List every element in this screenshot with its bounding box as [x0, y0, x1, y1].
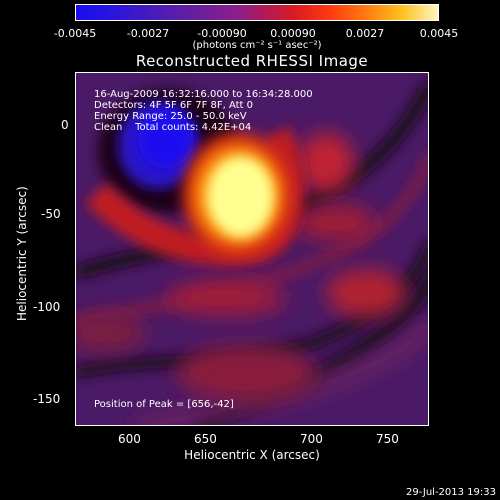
emission-blob [76, 313, 146, 353]
y-tick-label: -100 [33, 300, 61, 314]
colorbar-tick-label: -0.0027 [126, 27, 170, 40]
red-ring [76, 151, 428, 329]
peak-core [209, 157, 273, 237]
colorbar-unit-label: (photons cm⁻² s⁻¹ asec⁻²) [192, 40, 322, 51]
dark-ring [76, 241, 428, 379]
y-tick-label: -50 [41, 207, 61, 221]
colorbar-tick-label: -0.00090 [197, 27, 247, 40]
peak-position-label: Position of Peak = [656,-42] [94, 399, 234, 410]
rhessi-image: 16-Aug-2009 16:32:16.000 to 16:34:28.000… [75, 72, 429, 426]
info-detectors: Detectors: 4F 5F 6F 7F 8F, Att 0 [94, 100, 254, 111]
x-tick-label: 700 [300, 432, 323, 446]
plot-title: Reconstructed RHESSI Image [135, 52, 369, 70]
emission-blob [176, 345, 316, 401]
dark-ring [76, 80, 428, 280]
y-tick-label: -150 [33, 392, 61, 406]
colorbar: -0.0045 -0.0027 -0.00090 0.00090 0.0027 … [54, 4, 458, 56]
y-axis-label: Heliocentric Y (arcsec) [15, 186, 29, 321]
x-axis-label: Heliocentric X (arcsec) [184, 448, 320, 462]
emission-blob [326, 269, 406, 317]
timestamp: 29-Jul-2013 19:33 [405, 487, 496, 498]
colorbar-gradient [75, 4, 439, 21]
observation-info: 16-Aug-2009 16:32:16.000 to 16:34:28.000… [94, 89, 313, 133]
x-tick-label: 650 [194, 432, 217, 446]
purple-ring [134, 318, 428, 425]
y-tick-label: 0 [61, 118, 69, 132]
emission-blob [298, 133, 354, 193]
colorbar-tick-label: 0.0027 [345, 27, 385, 40]
emission-blob [166, 280, 286, 316]
colorbar-tick-label: 0.0045 [419, 27, 459, 40]
emission-blob [296, 205, 376, 241]
info-time-range: 16-Aug-2009 16:32:16.000 to 16:34:28.000 [94, 89, 313, 100]
info-energy-range: Energy Range: 25.0 - 50.0 keV [94, 111, 247, 122]
emission-map [76, 73, 428, 425]
x-tick-label: 750 [376, 432, 399, 446]
info-total-counts: Clean Total counts: 4.42E+04 [94, 122, 252, 133]
blue-minimum-core [138, 109, 194, 169]
colorbar-tick-label: 0.00090 [270, 27, 316, 40]
x-tick-label: 600 [118, 432, 141, 446]
colorbar-tick-label: -0.0045 [53, 27, 97, 40]
